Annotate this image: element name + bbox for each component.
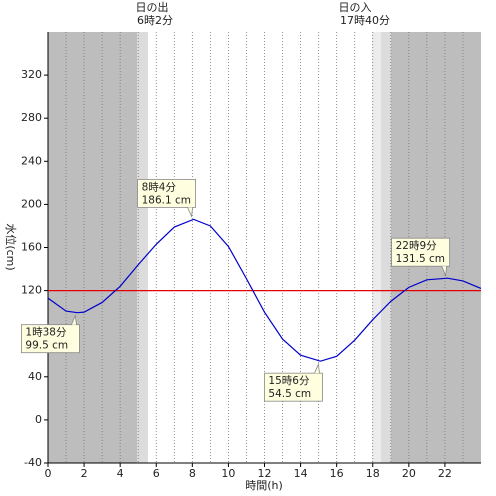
x-tick-label: 16 bbox=[330, 467, 344, 480]
x-tick-label: 22 bbox=[438, 467, 452, 480]
twilight bbox=[381, 32, 391, 463]
annotation-text: 8時4分 bbox=[142, 181, 177, 193]
sunset-label: 日の入 bbox=[339, 1, 372, 14]
annotation-pointer bbox=[71, 314, 77, 325]
x-tick-label: 4 bbox=[117, 467, 124, 480]
y-tick-label: 0 bbox=[35, 413, 42, 426]
x-tick-label: 2 bbox=[81, 467, 88, 480]
x-tick-label: 6 bbox=[153, 467, 160, 480]
annotation-text: 1時38分 bbox=[25, 327, 67, 339]
y-tick-label: 160 bbox=[21, 241, 42, 254]
sunset-time: 17時40分 bbox=[340, 14, 390, 27]
y-axis-label: 水位(cm) bbox=[4, 223, 18, 270]
sunrise-label: 日の出 bbox=[136, 0, 169, 14]
x-tick-label: 18 bbox=[366, 467, 380, 480]
annotation-box bbox=[21, 324, 80, 354]
annotation-pointer bbox=[314, 362, 320, 374]
y-tick-label: -40 bbox=[24, 456, 42, 469]
y-tick-label: 240 bbox=[21, 154, 42, 167]
twilight bbox=[372, 32, 381, 463]
annotation-box bbox=[264, 372, 323, 402]
tide-line bbox=[47, 218, 482, 362]
y-tick-label: 320 bbox=[21, 68, 42, 81]
x-tick-label: 20 bbox=[402, 467, 416, 480]
x-tick-label: 14 bbox=[294, 467, 308, 480]
y-tick-label: 40 bbox=[28, 370, 42, 383]
x-tick-label: 0 bbox=[45, 467, 52, 480]
annotation-box bbox=[391, 237, 451, 267]
annotation-pointer bbox=[187, 207, 193, 218]
x-tick-label: 10 bbox=[221, 467, 235, 480]
annotation-text: 54.5 cm bbox=[268, 388, 311, 400]
sunrise-time: 6時2分 bbox=[137, 14, 173, 27]
x-tick-label: 8 bbox=[189, 467, 196, 480]
annotation-pointer bbox=[441, 266, 448, 277]
annotation-box bbox=[137, 178, 196, 208]
annotation-text: 131.5 cm bbox=[396, 253, 445, 265]
x-axis-label: 時間(h) bbox=[245, 479, 283, 492]
annotation-text: 15時6分 bbox=[268, 375, 310, 387]
y-tick-label: 200 bbox=[21, 197, 42, 210]
y-tick-label: 120 bbox=[21, 284, 42, 297]
x-tick-label: 12 bbox=[258, 467, 272, 480]
y-tick-label: 280 bbox=[21, 111, 42, 124]
night bbox=[48, 32, 137, 463]
annotation-text: 22時9分 bbox=[396, 240, 438, 252]
twilight bbox=[137, 32, 148, 463]
annotation-text: 99.5 cm bbox=[25, 340, 68, 352]
annotation-text: 186.1 cm bbox=[142, 194, 191, 206]
